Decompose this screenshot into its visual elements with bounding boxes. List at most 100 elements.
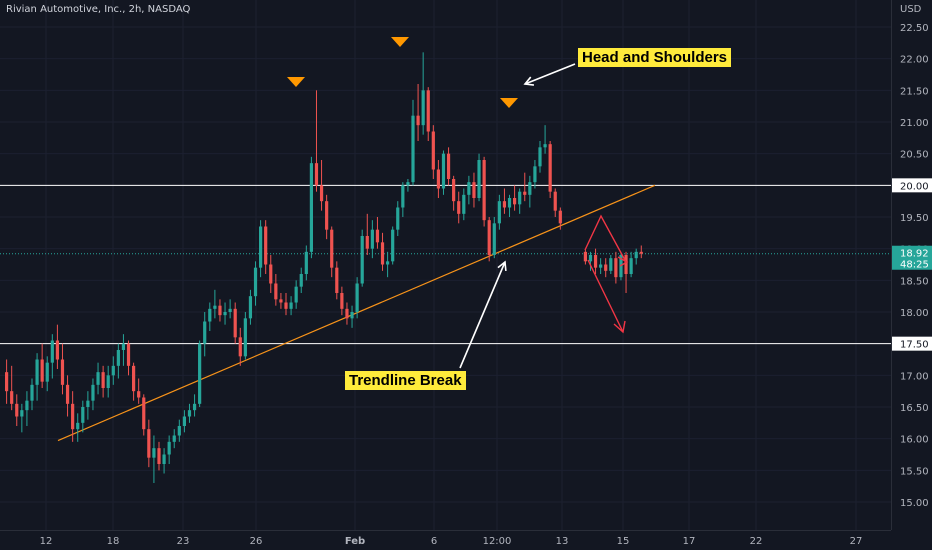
- candle: [583, 248, 587, 265]
- candle: [91, 378, 95, 411]
- candle: [253, 261, 258, 306]
- price-axis[interactable]: 22.5022.0021.5021.0020.5020.0019.5019.00…: [892, 23, 932, 509]
- candle: [593, 248, 598, 274]
- candle: [365, 213, 369, 255]
- candle: [416, 84, 420, 141]
- projection-arrowhead-lower: [613, 320, 626, 334]
- candle-body: [182, 416, 186, 426]
- candle-body: [203, 321, 207, 344]
- candle: [507, 194, 512, 217]
- candle: [543, 125, 547, 154]
- candle: [558, 207, 562, 230]
- candle: [55, 324, 59, 369]
- candle-body: [25, 400, 29, 411]
- pattern-markers: [287, 37, 518, 108]
- candle: [492, 217, 496, 259]
- head-and-shoulders-label[interactable]: Head and Shoulders: [578, 48, 732, 67]
- candle-body: [233, 308, 237, 338]
- candle: [269, 255, 273, 293]
- time-tick-label: 6: [431, 536, 437, 547]
- trendline-break-pointer-shaft: [459, 261, 506, 369]
- price-tick-label: 20.50: [900, 150, 929, 161]
- candle: [467, 175, 471, 205]
- candle-body: [609, 258, 613, 271]
- candle: [452, 175, 456, 211]
- price-tick-label: 19.50: [900, 213, 929, 224]
- trendline-break-label[interactable]: Trendline Break: [345, 371, 466, 390]
- candle: [345, 302, 349, 325]
- candle: [147, 419, 151, 468]
- candle-body: [111, 365, 115, 376]
- candle-body: [614, 258, 618, 278]
- price-tick-label: 18.00: [900, 308, 929, 319]
- candle: [50, 334, 54, 379]
- candle: [533, 160, 537, 189]
- candle: [187, 403, 192, 423]
- time-tick-label: 22: [750, 536, 763, 547]
- price-tick-label: 22.50: [900, 23, 929, 34]
- candle: [116, 343, 120, 379]
- candle-body: [548, 144, 552, 192]
- candle: [370, 220, 374, 259]
- candle-body: [477, 160, 481, 198]
- candle-body: [50, 340, 54, 363]
- candle: [20, 403, 24, 433]
- candle: [614, 251, 618, 284]
- time-tick-label: 13: [556, 536, 569, 547]
- candle-body: [513, 198, 517, 205]
- candle-body: [198, 343, 202, 404]
- candle-body: [279, 299, 283, 303]
- candle: [76, 413, 80, 442]
- candle-body: [386, 261, 390, 265]
- candle: [45, 356, 49, 392]
- price-axis-border: [891, 0, 892, 530]
- candle: [182, 410, 186, 433]
- candle: [502, 188, 507, 214]
- time-axis[interactable]: 12 18 23 26 Feb 6 12:00 13 15 17 22 27: [40, 536, 863, 547]
- level-tag-upper: 20.00: [892, 178, 932, 193]
- candle-body: [593, 255, 598, 268]
- candle-body: [416, 115, 420, 126]
- price-tick-label: 18.50: [900, 276, 929, 287]
- candle-body: [441, 153, 446, 189]
- candle: [279, 293, 283, 309]
- candle: [192, 394, 197, 417]
- candle-body: [294, 286, 298, 303]
- candle-body: [269, 264, 273, 284]
- last-price-tag-bg: [892, 245, 932, 270]
- candle-body: [20, 410, 24, 417]
- candle: [284, 293, 288, 316]
- candle-body: [431, 131, 435, 170]
- candlestick-series: [5, 52, 643, 483]
- candle-body: [421, 90, 425, 126]
- candle-body: [116, 350, 120, 366]
- candle: [289, 296, 293, 316]
- candle: [309, 156, 313, 259]
- candle: [588, 251, 593, 271]
- candle: [477, 153, 481, 202]
- time-tick-label: Feb: [345, 536, 365, 547]
- candle: [132, 362, 136, 401]
- candle: [325, 194, 329, 240]
- candle-body: [223, 312, 227, 316]
- candle-body: [152, 448, 156, 458]
- candle-body: [304, 251, 308, 274]
- candle: [30, 378, 34, 411]
- candle: [213, 289, 217, 319]
- time-tick-label: 15: [617, 536, 630, 547]
- symbol-title[interactable]: Rivian Automotive, Inc., 2h, NASDAQ: [6, 4, 191, 15]
- time-tick-label: 26: [250, 536, 263, 547]
- candle: [599, 258, 603, 274]
- candle: [436, 160, 440, 198]
- annotation-arrows: [459, 63, 629, 369]
- candle: [446, 147, 451, 186]
- trendline-line: [57, 184, 656, 442]
- candle: [396, 201, 400, 236]
- price-tick-label: 15.50: [900, 466, 929, 477]
- candle-body: [639, 251, 643, 254]
- candle-body: [528, 182, 532, 195]
- candle-body: [162, 454, 166, 464]
- candle: [553, 188, 557, 217]
- candle: [340, 286, 344, 316]
